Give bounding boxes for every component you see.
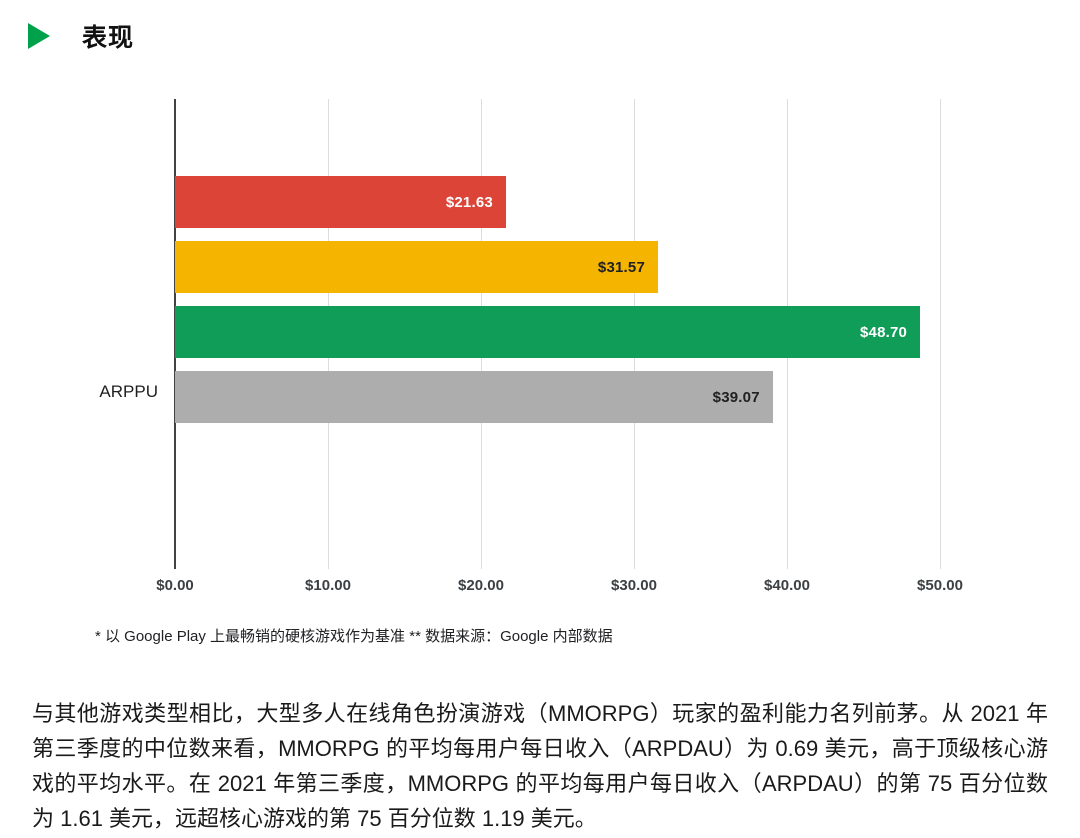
bar-value-label: $48.70 <box>860 323 908 341</box>
bar-value-label: $21.63 <box>445 193 493 211</box>
plot-area: $21.63 $31.57 $48.70 $39.07 <box>174 99 1040 569</box>
section-header: 表现 <box>0 0 1080 54</box>
bar-gray: $39.07 <box>175 371 773 423</box>
section-title: 表现 <box>82 24 135 52</box>
chart-footnote: * 以 Google Play 上最畅销的硬核游戏作为基准 ** 数据来源：Go… <box>95 628 613 645</box>
bar-red: $21.63 <box>175 176 506 228</box>
arppu-bar-chart: ARPPU $21.63 $31.57 $48.70 $39.07 $0.00 $10.… <box>0 99 1080 599</box>
gridline <box>940 99 941 569</box>
x-axis: $0.00 $10.00 $20.00 $30.00 $40.00 $50.00 <box>156 577 1040 601</box>
body-paragraph: 与其他游戏类型相比，大型多人在线角色扮演游戏（MMORPG）玩家的盈利能力名列前… <box>32 701 1048 831</box>
x-tick-label: $0.00 <box>156 577 194 594</box>
y-axis-label: ARPPU <box>99 382 158 401</box>
bar-yellow: $31.57 <box>175 241 659 293</box>
x-tick-label: $30.00 <box>611 577 657 594</box>
x-tick-label: $20.00 <box>458 577 504 594</box>
x-tick-label: $10.00 <box>305 577 351 594</box>
bar-green: $48.70 <box>175 306 921 358</box>
x-tick-label: $40.00 <box>764 577 810 594</box>
bar-value-label: $31.57 <box>597 258 646 276</box>
x-tick-label: $50.00 <box>917 577 963 594</box>
bar-value-label: $39.07 <box>712 388 760 406</box>
play-triangle-icon <box>28 23 50 49</box>
